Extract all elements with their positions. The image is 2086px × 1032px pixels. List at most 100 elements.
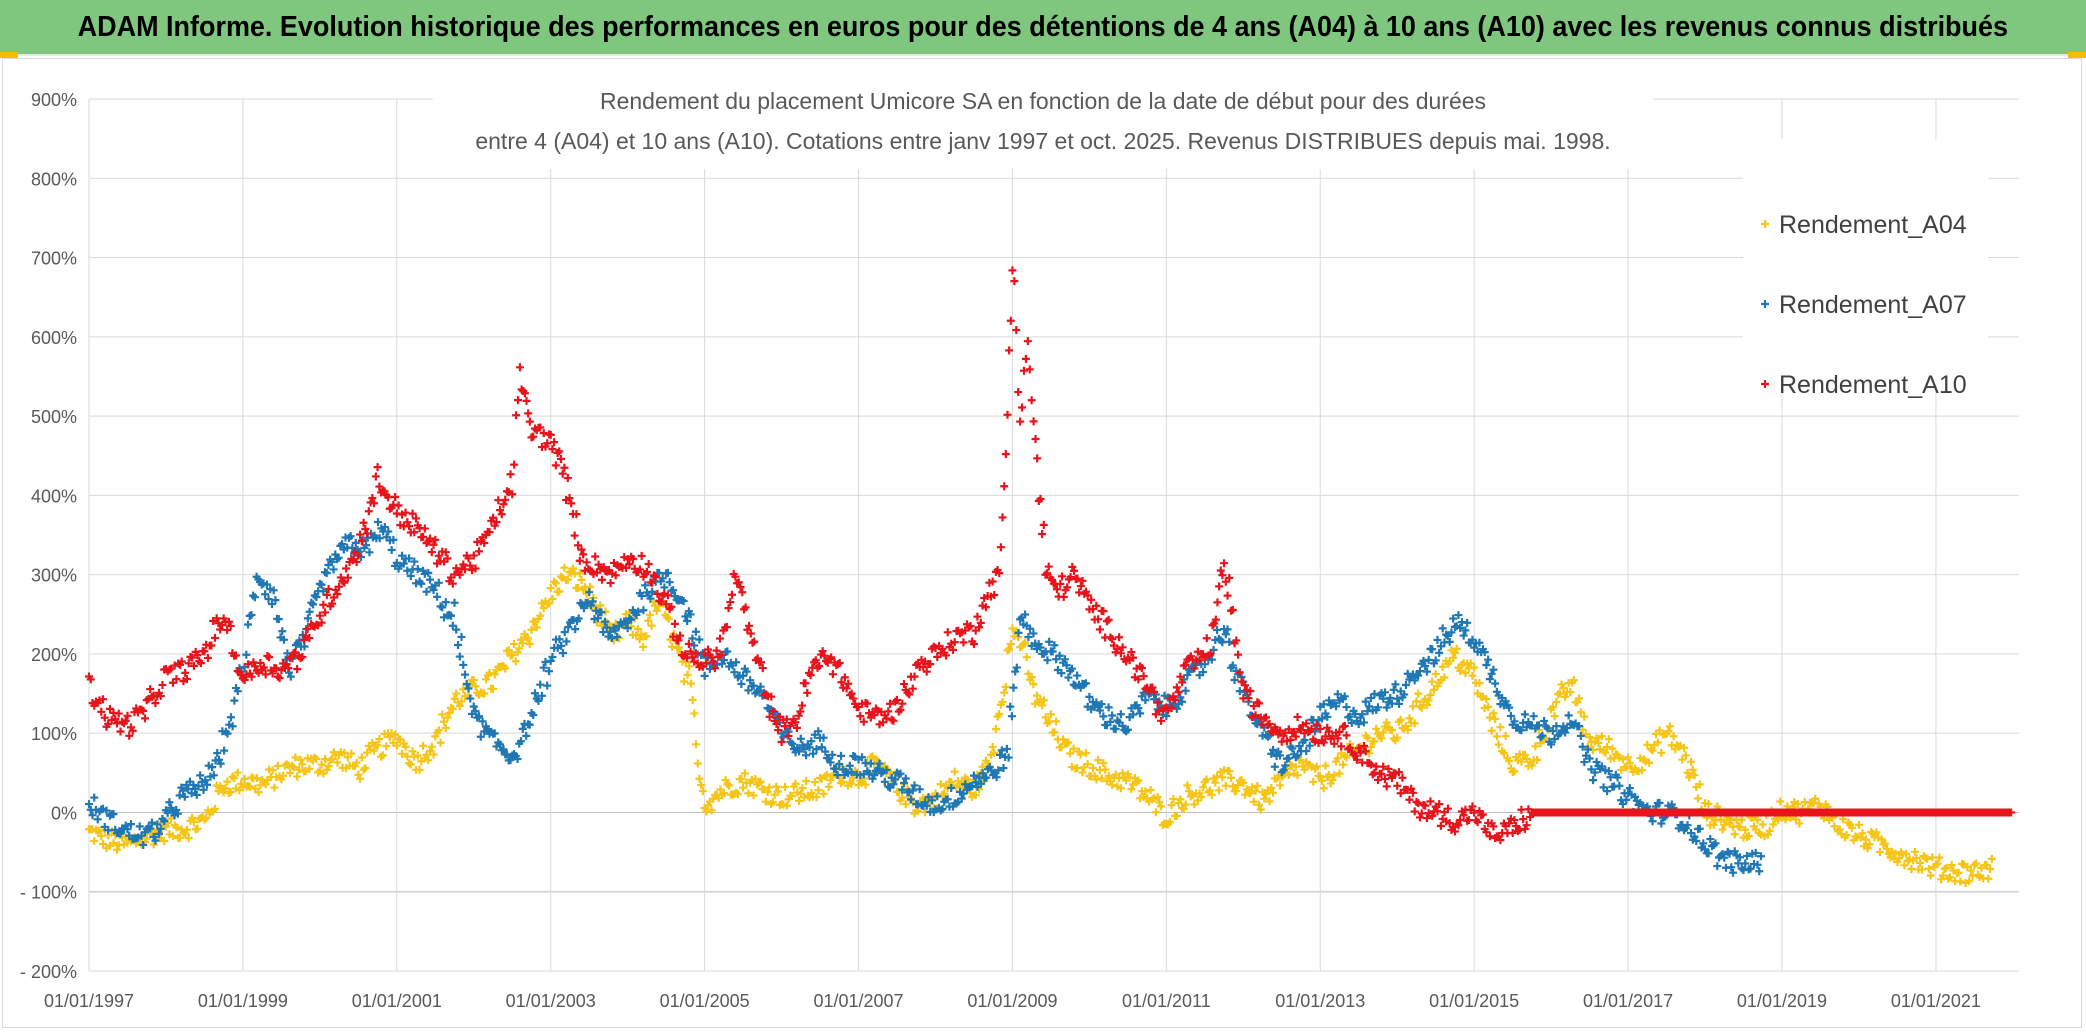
data-point bbox=[810, 778, 819, 787]
data-point bbox=[976, 618, 985, 627]
data-point bbox=[982, 773, 991, 782]
data-point bbox=[1638, 766, 1647, 775]
data-point bbox=[893, 696, 902, 705]
data-point bbox=[93, 815, 102, 824]
data-point bbox=[995, 569, 1004, 578]
data-point bbox=[1244, 694, 1253, 703]
data-point bbox=[207, 641, 216, 650]
data-point bbox=[1076, 750, 1085, 759]
legend-marker bbox=[1761, 300, 1769, 308]
data-point bbox=[1162, 712, 1171, 721]
data-point bbox=[749, 681, 758, 690]
data-point bbox=[796, 707, 805, 716]
data-point bbox=[782, 801, 791, 810]
data-point bbox=[1342, 703, 1351, 712]
data-point bbox=[1510, 816, 1519, 825]
data-point bbox=[478, 717, 487, 726]
data-point bbox=[156, 824, 165, 833]
data-point bbox=[788, 739, 797, 748]
data-point bbox=[1046, 710, 1055, 719]
data-point bbox=[800, 745, 809, 754]
data-point bbox=[639, 606, 648, 615]
data-point bbox=[88, 811, 97, 820]
y-tick-label: 0% bbox=[51, 803, 77, 823]
data-point bbox=[719, 656, 728, 665]
data-point bbox=[226, 788, 235, 797]
data-point bbox=[761, 797, 770, 806]
data-point bbox=[1251, 711, 1260, 720]
data-point bbox=[1382, 703, 1391, 712]
data-point bbox=[1882, 845, 1891, 854]
data-point bbox=[1319, 784, 1328, 793]
data-point bbox=[362, 541, 371, 550]
data-point bbox=[1666, 722, 1675, 731]
data-point bbox=[999, 764, 1008, 773]
data-point bbox=[1058, 572, 1067, 581]
data-point bbox=[317, 760, 326, 769]
data-point bbox=[900, 778, 909, 787]
chart-frame: - 200% - 100% 0% 100% 200% 300% 400% 500% 600% 70… bbox=[2, 58, 2082, 1028]
data-point bbox=[181, 668, 190, 677]
data-point bbox=[1562, 724, 1571, 733]
data-point bbox=[1928, 853, 1937, 862]
data-point bbox=[1690, 832, 1699, 841]
data-point bbox=[1021, 354, 1030, 363]
data-point bbox=[269, 586, 278, 595]
y-tick-label: - 200% bbox=[20, 962, 77, 982]
data-point bbox=[1384, 764, 1393, 773]
data-point bbox=[746, 629, 755, 638]
data-point bbox=[941, 651, 950, 660]
data-point bbox=[286, 672, 295, 681]
data-point bbox=[1669, 732, 1678, 741]
data-point bbox=[1601, 748, 1610, 757]
data-point bbox=[1875, 848, 1884, 857]
data-point bbox=[1645, 758, 1654, 767]
data-point bbox=[791, 718, 800, 727]
data-point bbox=[1221, 781, 1230, 790]
data-point bbox=[621, 619, 630, 628]
data-point bbox=[637, 551, 646, 560]
data-point bbox=[1370, 690, 1379, 699]
data-point bbox=[1597, 762, 1606, 771]
data-point bbox=[1933, 859, 1942, 868]
data-point bbox=[201, 776, 210, 785]
data-point bbox=[513, 755, 522, 764]
data-point bbox=[1847, 823, 1856, 832]
data-point bbox=[459, 660, 468, 669]
y-tick-label: 500% bbox=[31, 407, 77, 427]
data-point bbox=[1615, 781, 1624, 790]
data-point bbox=[1081, 748, 1090, 757]
data-point bbox=[1923, 854, 1932, 863]
data-point bbox=[1007, 712, 1016, 721]
data-point bbox=[1389, 685, 1398, 694]
data-point bbox=[1293, 771, 1302, 780]
data-point bbox=[1424, 696, 1433, 705]
data-point bbox=[1965, 877, 1974, 886]
data-point bbox=[676, 631, 685, 640]
data-point bbox=[1179, 804, 1188, 813]
data-point bbox=[1501, 731, 1510, 740]
data-point bbox=[1839, 815, 1848, 824]
data-point bbox=[886, 699, 895, 708]
data-point bbox=[1449, 653, 1458, 662]
x-tick-label: 01/01/2019 bbox=[1737, 991, 1827, 1011]
data-point bbox=[1123, 725, 1132, 734]
data-point bbox=[858, 753, 867, 762]
data-point bbox=[683, 670, 692, 679]
data-point bbox=[261, 590, 270, 599]
data-point bbox=[700, 671, 709, 680]
data-point bbox=[405, 522, 414, 531]
data-point bbox=[1063, 583, 1072, 592]
data-point bbox=[548, 652, 557, 661]
data-point bbox=[298, 652, 307, 661]
data-point bbox=[160, 817, 169, 826]
data-point bbox=[817, 743, 826, 752]
data-point bbox=[1730, 847, 1739, 856]
data-point bbox=[1228, 661, 1237, 670]
data-point bbox=[966, 621, 975, 630]
data-point bbox=[1150, 688, 1159, 697]
data-point bbox=[606, 579, 615, 588]
data-point bbox=[1202, 775, 1211, 784]
data-point bbox=[889, 716, 898, 725]
data-point bbox=[1625, 784, 1634, 793]
